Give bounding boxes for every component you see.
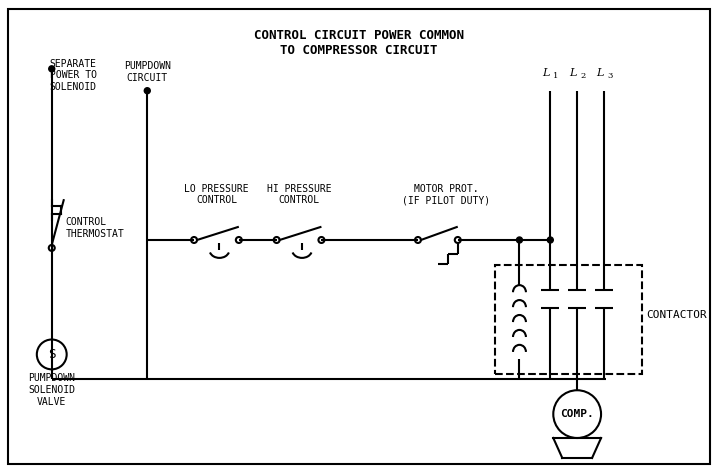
Circle shape [49, 66, 55, 72]
Text: 2: 2 [580, 72, 585, 80]
Circle shape [547, 237, 553, 243]
Text: COMP.: COMP. [560, 409, 594, 419]
Text: CONTROL
THERMOSTAT: CONTROL THERMOSTAT [66, 217, 125, 239]
Circle shape [516, 237, 523, 243]
Text: PUMPDOWN
SOLENOID
VALVE: PUMPDOWN SOLENOID VALVE [28, 373, 75, 406]
Text: S: S [48, 348, 56, 361]
Text: 3: 3 [607, 72, 612, 80]
Bar [495, 265, 642, 374]
Text: HI PRESSURE
CONTROL: HI PRESSURE CONTROL [267, 184, 332, 205]
Text: CONTROL CIRCUIT POWER COMMON
TO COMPRESSOR CIRCUIT: CONTROL CIRCUIT POWER COMMON TO COMPRESS… [255, 29, 464, 57]
Text: L: L [596, 68, 603, 78]
Text: PUMPDOWN
CIRCUIT: PUMPDOWN CIRCUIT [124, 61, 171, 83]
Text: 1: 1 [553, 72, 559, 80]
Circle shape [144, 88, 150, 94]
Text: CONTACTOR: CONTACTOR [646, 310, 707, 320]
Text: LO PRESSURE
CONTROL: LO PRESSURE CONTROL [184, 184, 249, 205]
Text: MOTOR PROT.
(IF PILOT DUTY): MOTOR PROT. (IF PILOT DUTY) [402, 184, 490, 205]
Text: L: L [569, 68, 576, 78]
Text: SEPARATE
POWER TO
SOLENOID: SEPARATE POWER TO SOLENOID [50, 59, 97, 92]
Text: L: L [542, 68, 549, 78]
